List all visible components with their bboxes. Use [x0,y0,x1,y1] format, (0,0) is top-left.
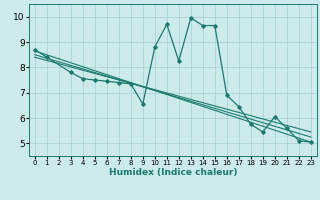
X-axis label: Humidex (Indice chaleur): Humidex (Indice chaleur) [108,168,237,177]
